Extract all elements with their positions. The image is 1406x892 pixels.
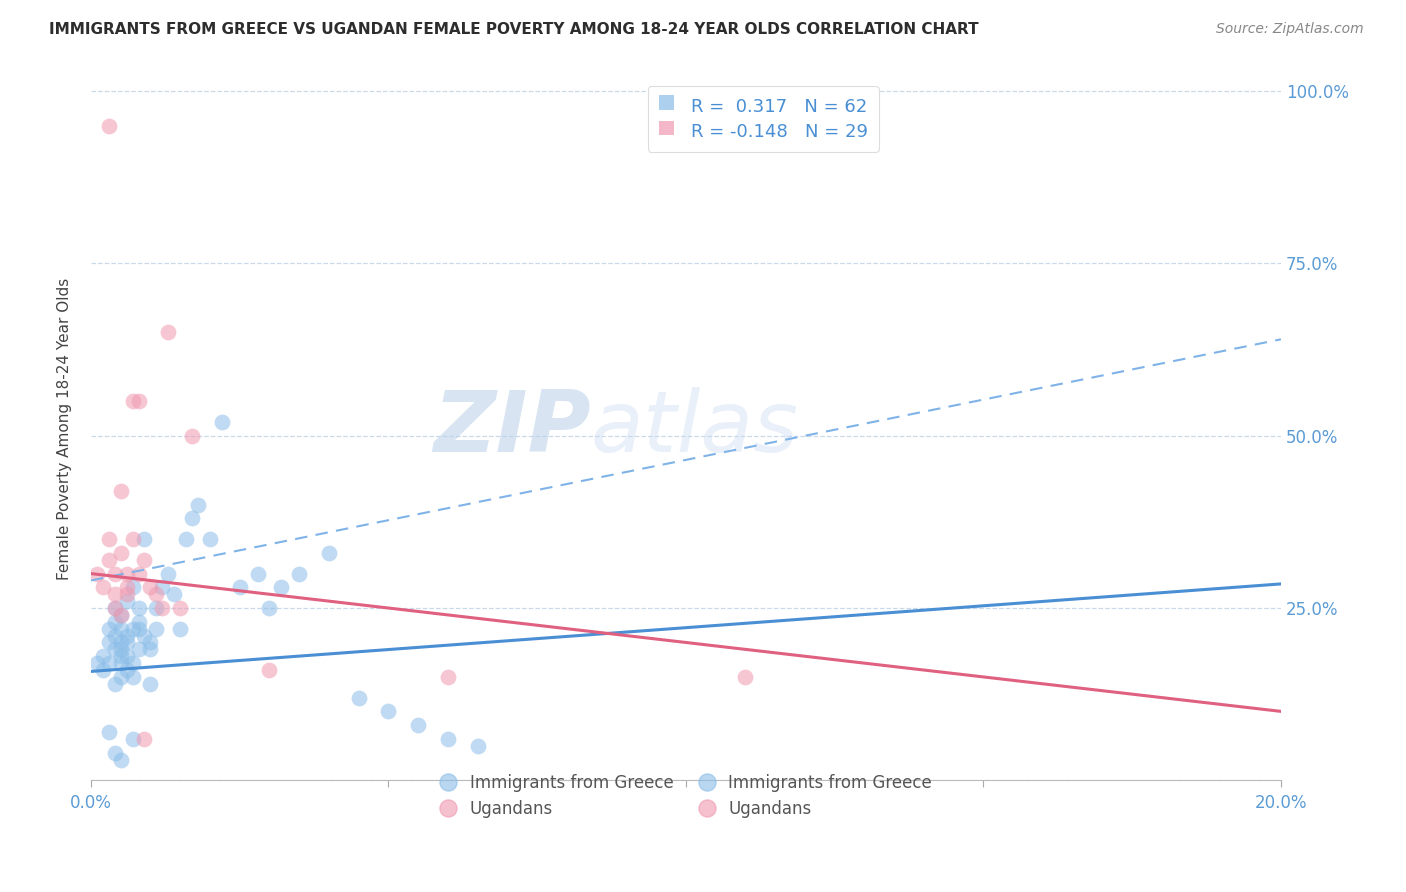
Point [128, 394, 150, 409]
Point [110, 642, 132, 657]
Point [104, 601, 127, 615]
Point [104, 601, 127, 615]
Point [288, 566, 311, 581]
Point [115, 629, 138, 643]
Legend: Immigrants from Greece, Ugandans, Immigrants from Greece, Ugandans: Immigrants from Greece, Ugandans, Immigr… [433, 767, 939, 825]
Point [121, 532, 143, 546]
Point [115, 580, 138, 594]
Point [104, 587, 127, 601]
Point [97, 119, 120, 133]
Point [121, 580, 143, 594]
Point [157, 326, 180, 340]
Point [128, 642, 150, 657]
Point [139, 677, 162, 691]
Point [134, 629, 156, 643]
Point [110, 753, 132, 767]
Point [181, 511, 204, 525]
Point [139, 635, 162, 649]
Point [134, 731, 156, 746]
Point [91, 649, 114, 664]
Point [91, 663, 114, 677]
Point [97, 553, 120, 567]
Point [121, 670, 143, 684]
Y-axis label: Female Poverty Among 18-24 Year Olds: Female Poverty Among 18-24 Year Olds [58, 277, 72, 580]
Point [121, 731, 143, 746]
Point [115, 587, 138, 601]
Point [169, 622, 191, 636]
Point [437, 670, 460, 684]
Point [121, 622, 143, 636]
Point [110, 483, 132, 498]
Point [259, 601, 281, 615]
Point [104, 566, 127, 581]
Point [259, 663, 281, 677]
Point [198, 532, 221, 546]
Point [169, 601, 191, 615]
Point [110, 546, 132, 560]
Point [150, 580, 173, 594]
Point [228, 580, 250, 594]
Point [110, 622, 132, 636]
Point [163, 587, 186, 601]
Point [110, 607, 132, 622]
Text: ZIP: ZIP [433, 387, 591, 470]
Point [181, 429, 204, 443]
Point [145, 587, 167, 601]
Point [97, 635, 120, 649]
Point [86, 656, 108, 670]
Point [187, 498, 209, 512]
Point [150, 601, 173, 615]
Point [128, 566, 150, 581]
Text: Source: ZipAtlas.com: Source: ZipAtlas.com [1216, 22, 1364, 37]
Point [734, 670, 756, 684]
Point [110, 635, 132, 649]
Point [110, 649, 132, 664]
Point [104, 677, 127, 691]
Point [157, 566, 180, 581]
Point [110, 656, 132, 670]
Point [347, 690, 370, 705]
Point [115, 635, 138, 649]
Point [128, 622, 150, 636]
Point [406, 718, 429, 732]
Point [104, 642, 127, 657]
Point [115, 566, 138, 581]
Point [121, 656, 143, 670]
Point [145, 622, 167, 636]
Point [97, 725, 120, 739]
Point [121, 394, 143, 409]
Point [318, 546, 340, 560]
Point [91, 580, 114, 594]
Point [128, 615, 150, 629]
Point [145, 601, 167, 615]
Point [128, 601, 150, 615]
Text: atlas: atlas [591, 387, 799, 470]
Point [97, 656, 120, 670]
Point [134, 553, 156, 567]
Point [139, 580, 162, 594]
Point [377, 705, 399, 719]
Point [270, 580, 292, 594]
Point [115, 663, 138, 677]
Point [437, 731, 460, 746]
Point [115, 594, 138, 608]
Point [110, 607, 132, 622]
Point [115, 649, 138, 664]
Point [104, 615, 127, 629]
Point [211, 415, 233, 429]
Point [134, 532, 156, 546]
Point [139, 642, 162, 657]
Point [246, 566, 269, 581]
Text: IMMIGRANTS FROM GREECE VS UGANDAN FEMALE POVERTY AMONG 18-24 YEAR OLDS CORRELATI: IMMIGRANTS FROM GREECE VS UGANDAN FEMALE… [49, 22, 979, 37]
Point [467, 739, 489, 753]
Point [110, 670, 132, 684]
Point [97, 532, 120, 546]
Point [97, 622, 120, 636]
Point [86, 566, 108, 581]
Point [104, 746, 127, 760]
Point [174, 532, 197, 546]
Point [104, 629, 127, 643]
